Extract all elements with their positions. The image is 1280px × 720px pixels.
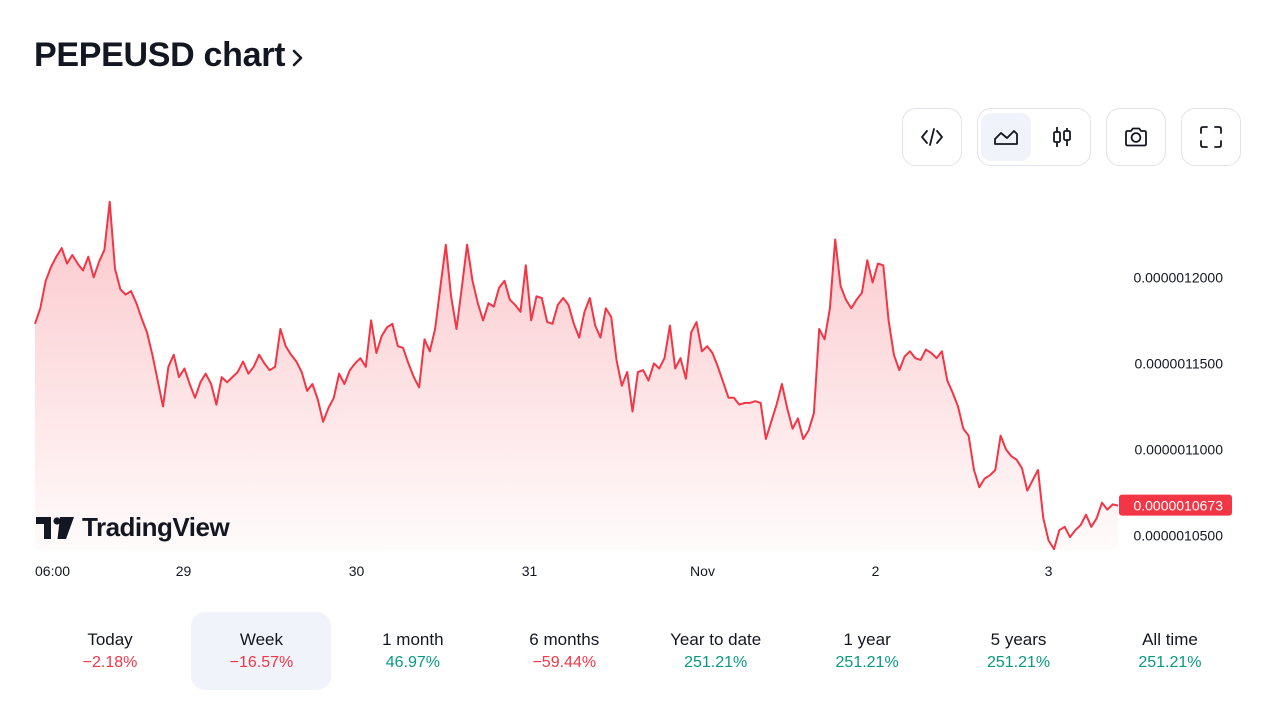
last-price-label: 0.0000010673 [1133,498,1223,514]
period-label: 1 month [382,629,444,649]
price-chart[interactable]: 0.0000012000 0.0000011500 0.0000011000 0.00… [0,180,1280,590]
period-tab-1-month[interactable]: 1 month 46.97% [343,612,483,690]
period-change: 251.21% [835,653,899,671]
embed-code-button[interactable] [902,108,962,166]
period-change: −2.18% [82,653,138,671]
area-chart-icon [994,130,1018,145]
chart-style-group [977,108,1091,166]
x-tick-label: 29 [176,563,192,579]
y-tick-label: 0.0000012000 [1133,269,1223,285]
page-title[interactable]: PEPEUSD chart [34,36,305,75]
price-line [34,200,1119,551]
last-price-tag [1119,494,1232,516]
snapshot-button[interactable] [1106,108,1166,166]
y-tick-label: 0.0000011500 [1135,355,1224,371]
page-title-text: PEPEUSD chart [34,36,286,74]
x-tick-label: 3 [1045,563,1053,579]
period-change: 251.21% [986,653,1051,671]
fullscreen-icon [1200,126,1222,148]
y-tick-label: 0.0000010500 [1133,527,1223,543]
period-tab-today[interactable]: Today −2.18% [40,612,180,690]
period-label: 1 year [843,629,891,649]
period-label: 6 months [529,629,600,649]
period-change: 46.97% [385,653,440,671]
period-label: All time [1142,629,1198,649]
period-selector: Today −2.18% Week −16.57% 1 month 46.97% 6 mon… [40,612,1240,690]
x-tick-label: 31 [522,563,538,579]
y-tick-label: 0.0000011000 [1135,441,1224,457]
period-tab-1-year[interactable]: 1 year 251.21% [797,612,937,690]
chevron-right-icon [292,49,303,66]
period-tab-6-months[interactable]: 6 months −59.44% [494,612,634,690]
period-label: Week [239,629,283,649]
period-change: −59.44% [532,653,597,671]
x-tick-label: 30 [349,563,365,579]
period-change: 251.21% [684,653,748,671]
watermark-text: TradingView [82,512,230,542]
code-icon [921,128,943,146]
area-fill [35,201,1118,550]
period-change: −16.57% [229,653,294,671]
period-label: Year to date [670,629,762,649]
x-tick-label: 06:00 [35,563,70,579]
area-chart-button[interactable] [981,113,1031,161]
tradingview-watermark: TradingView [36,512,230,543]
camera-icon [1125,127,1147,147]
x-tick-label: 2 [872,563,880,579]
tradingview-logo-icon [36,516,74,539]
period-label: 5 years [990,629,1047,649]
period-tab-all-time[interactable]: All time 251.21% [1100,612,1240,690]
period-tab-year-to-date[interactable]: Year to date 251.21% [646,612,786,690]
period-tab-week[interactable]: Week −16.57% [191,612,332,690]
candles-chart-button[interactable] [1037,113,1087,161]
period-change: 251.21% [1138,653,1202,671]
candlestick-icon [1053,127,1071,147]
period-tab-5-years[interactable]: 5 years 251.21% [949,612,1089,690]
fullscreen-button[interactable] [1181,108,1241,166]
period-label: Today [87,629,133,649]
x-tick-label: Nov [690,563,715,579]
